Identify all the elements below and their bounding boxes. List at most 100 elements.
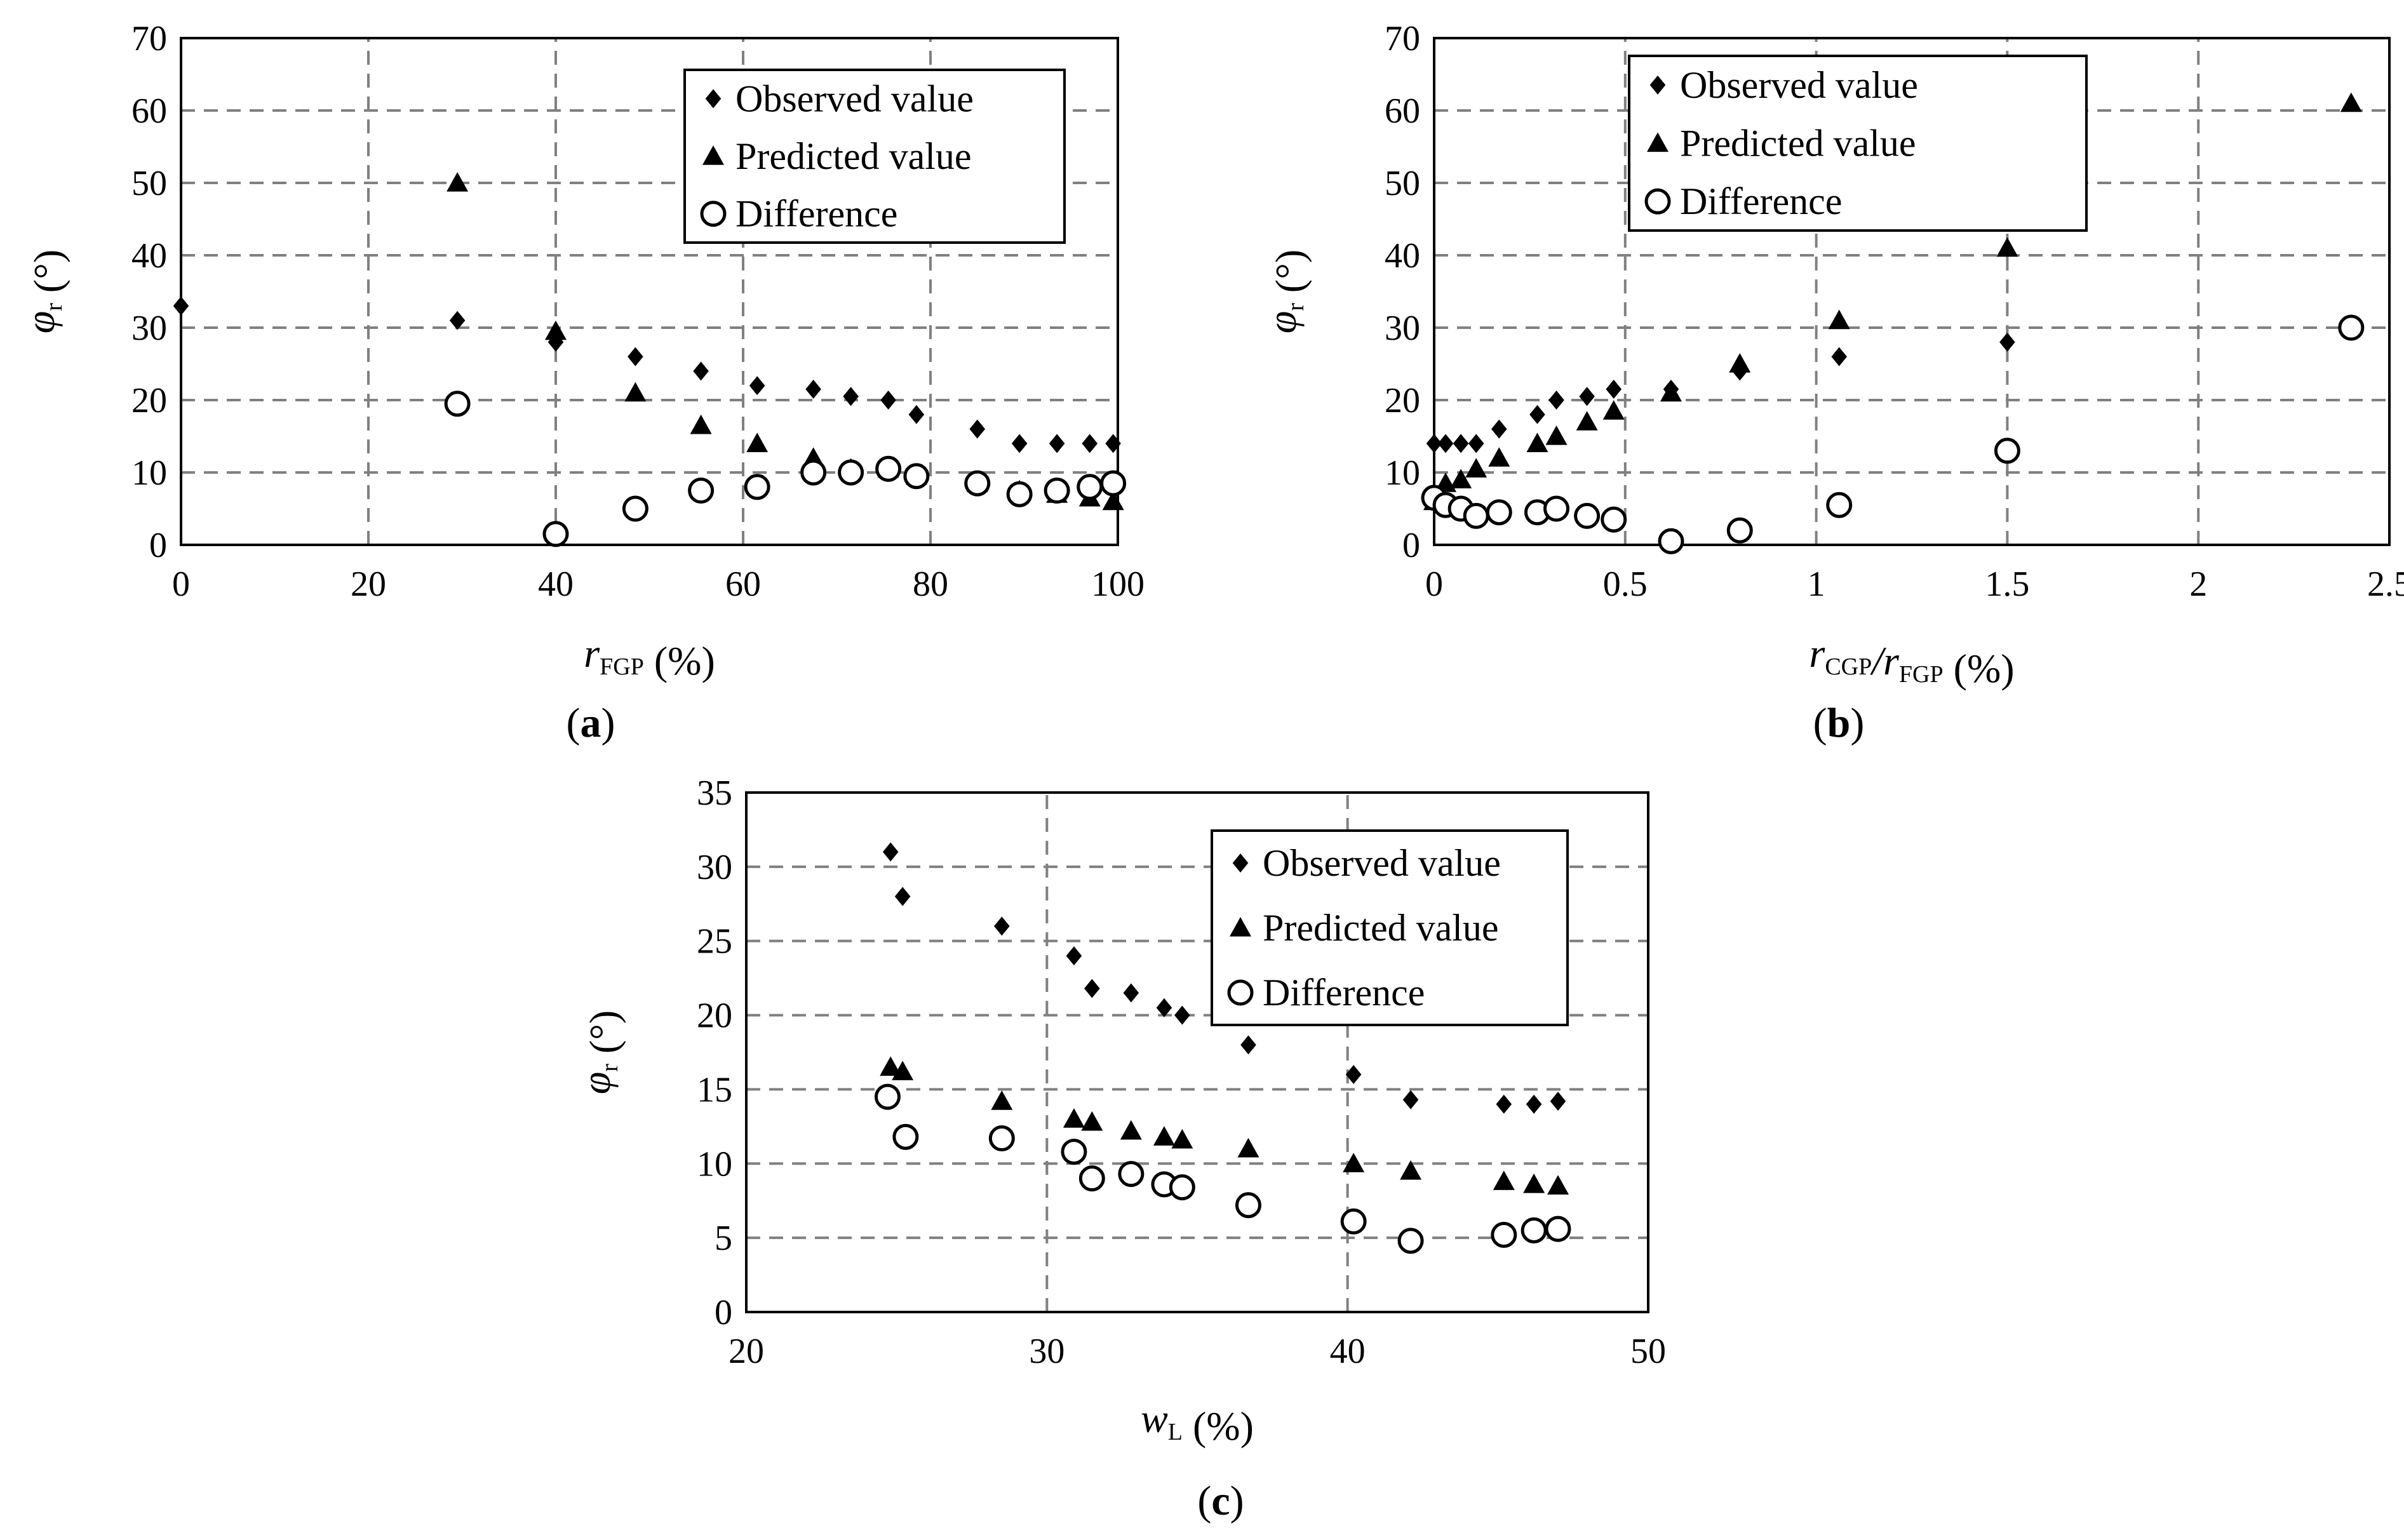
data-point-diamond — [1453, 434, 1469, 453]
data-point-circle — [1521, 1217, 1547, 1243]
data-point-circle — [1491, 1221, 1517, 1248]
data-point-circle — [875, 455, 902, 482]
x-tick-label: 0 — [172, 565, 190, 604]
y-tick-label: 10 — [1385, 453, 1420, 493]
data-point-triangle — [1523, 1174, 1545, 1193]
data-point-triangle — [1102, 490, 1124, 511]
y-axis-label-a: φr (°) — [18, 250, 71, 333]
y-tick-label: 40 — [131, 236, 167, 276]
data-point-triangle — [1153, 1126, 1175, 1146]
data-point-diamond — [1345, 1065, 1362, 1085]
legend-b: Observed value Predicted value Difference — [1628, 55, 2088, 232]
data-point-triangle — [1488, 447, 1510, 467]
data-point-diamond — [1049, 434, 1065, 453]
data-point-diamond — [1066, 946, 1082, 966]
data-point-triangle — [1343, 1153, 1365, 1172]
data-point-circle — [800, 459, 827, 486]
x-tick-label: 20 — [729, 1332, 764, 1371]
y-tick-label: 30 — [1385, 309, 1420, 348]
data-point-triangle — [624, 382, 647, 402]
data-point-diamond — [1550, 1092, 1566, 1111]
data-point-triangle — [1400, 1160, 1422, 1180]
data-point-circle — [1118, 1161, 1145, 1188]
data-point-circle — [688, 478, 715, 504]
x-tick-label: 50 — [1630, 1332, 1666, 1371]
y-axis-label-b: φr (°) — [1259, 250, 1312, 333]
chart-a: 0 20 40 60 80 100 0 10 20 30 40 50 60 70 rFGP (%) φr (°… — [18, 19, 1145, 683]
data-point-circle — [964, 470, 991, 497]
data-point-diamond — [1468, 434, 1484, 453]
data-point-triangle — [1729, 353, 1751, 373]
data-point-triangle — [2340, 92, 2362, 112]
series-triangle — [880, 1056, 1569, 1195]
data-point-diamond — [1123, 983, 1139, 1003]
data-point-triangle — [1171, 1128, 1193, 1149]
caption-c: (c) — [1197, 1478, 1244, 1524]
data-point-diamond — [1084, 979, 1100, 998]
data-point-diamond — [894, 887, 911, 906]
y-tick-label: 0 — [1402, 526, 1420, 565]
legend-marker-diamond — [1232, 854, 1249, 873]
series-diamond — [882, 842, 1566, 1114]
legend-label: Predicted value — [1263, 907, 1499, 949]
data-point-diamond — [882, 842, 899, 862]
x-axis-label-c: wL (%) — [1141, 1396, 1254, 1449]
data-point-diamond — [994, 916, 1010, 936]
x-tick-label: 40 — [538, 565, 574, 604]
x-tick-label: 80 — [913, 565, 948, 604]
data-point-circle — [1726, 517, 1753, 544]
y-tick-label: 20 — [697, 996, 732, 1036]
data-point-diamond — [1174, 1005, 1190, 1025]
data-point-diamond — [1105, 434, 1121, 453]
x-tick-label: 2 — [2189, 565, 2207, 604]
data-point-circle — [1397, 1228, 1424, 1254]
plot-frame-b — [1433, 37, 2391, 546]
legend-marker-circle — [1644, 188, 1671, 215]
data-point-triangle — [880, 1056, 902, 1076]
data-point-circle — [1100, 470, 1127, 497]
legend-label: Predicted value — [1680, 123, 1916, 164]
y-tick-label: 60 — [131, 91, 167, 131]
legend-box — [683, 69, 1066, 244]
data-point-circle — [1340, 1208, 1367, 1235]
data-point-diamond — [1831, 347, 1847, 366]
legend-a: Observed value Predicted value Difference — [683, 69, 1066, 244]
data-point-circle — [444, 391, 471, 417]
data-point-triangle — [1660, 382, 1682, 402]
data-point-triangle — [1602, 400, 1625, 420]
data-point-triangle — [1237, 1137, 1259, 1158]
series-circle — [444, 391, 1127, 547]
data-point-triangle — [1828, 309, 1850, 330]
data-point-circle — [1994, 438, 2020, 464]
data-point-diamond — [880, 391, 896, 410]
series-diamond — [1426, 332, 2015, 453]
data-point-diamond — [1529, 405, 1545, 424]
legend-marker-triangle — [1647, 132, 1669, 152]
data-point-diamond — [1526, 1094, 1542, 1114]
y-tick-label: 60 — [1385, 91, 1420, 131]
series-diamond — [173, 296, 1121, 453]
legend-label: Difference — [735, 193, 897, 235]
data-point-circle — [874, 1083, 901, 1110]
data-point-triangle — [1081, 1111, 1103, 1131]
y-tick-label: 40 — [1385, 236, 1420, 276]
data-point-circle — [1658, 528, 1684, 554]
y-tick-label: 30 — [131, 309, 167, 348]
legend-marker-diamond — [705, 89, 722, 109]
data-point-diamond — [449, 311, 466, 330]
x-tick-label: 100 — [1091, 565, 1145, 604]
x-tick-label: 20 — [351, 565, 386, 604]
caption-a: (a) — [567, 700, 615, 746]
data-point-diamond — [1491, 419, 1507, 439]
data-point-circle — [1543, 495, 1570, 522]
legend-box — [1211, 829, 1569, 1026]
series-circle — [1421, 314, 2365, 554]
data-point-diamond — [1579, 387, 1595, 406]
legend-box — [1628, 55, 2088, 232]
data-point-triangle — [690, 414, 712, 434]
legend-label: Observed value — [1680, 64, 1918, 106]
data-point-circle — [1235, 1192, 1261, 1219]
data-point-diamond — [1082, 434, 1098, 453]
data-point-circle — [988, 1125, 1015, 1152]
